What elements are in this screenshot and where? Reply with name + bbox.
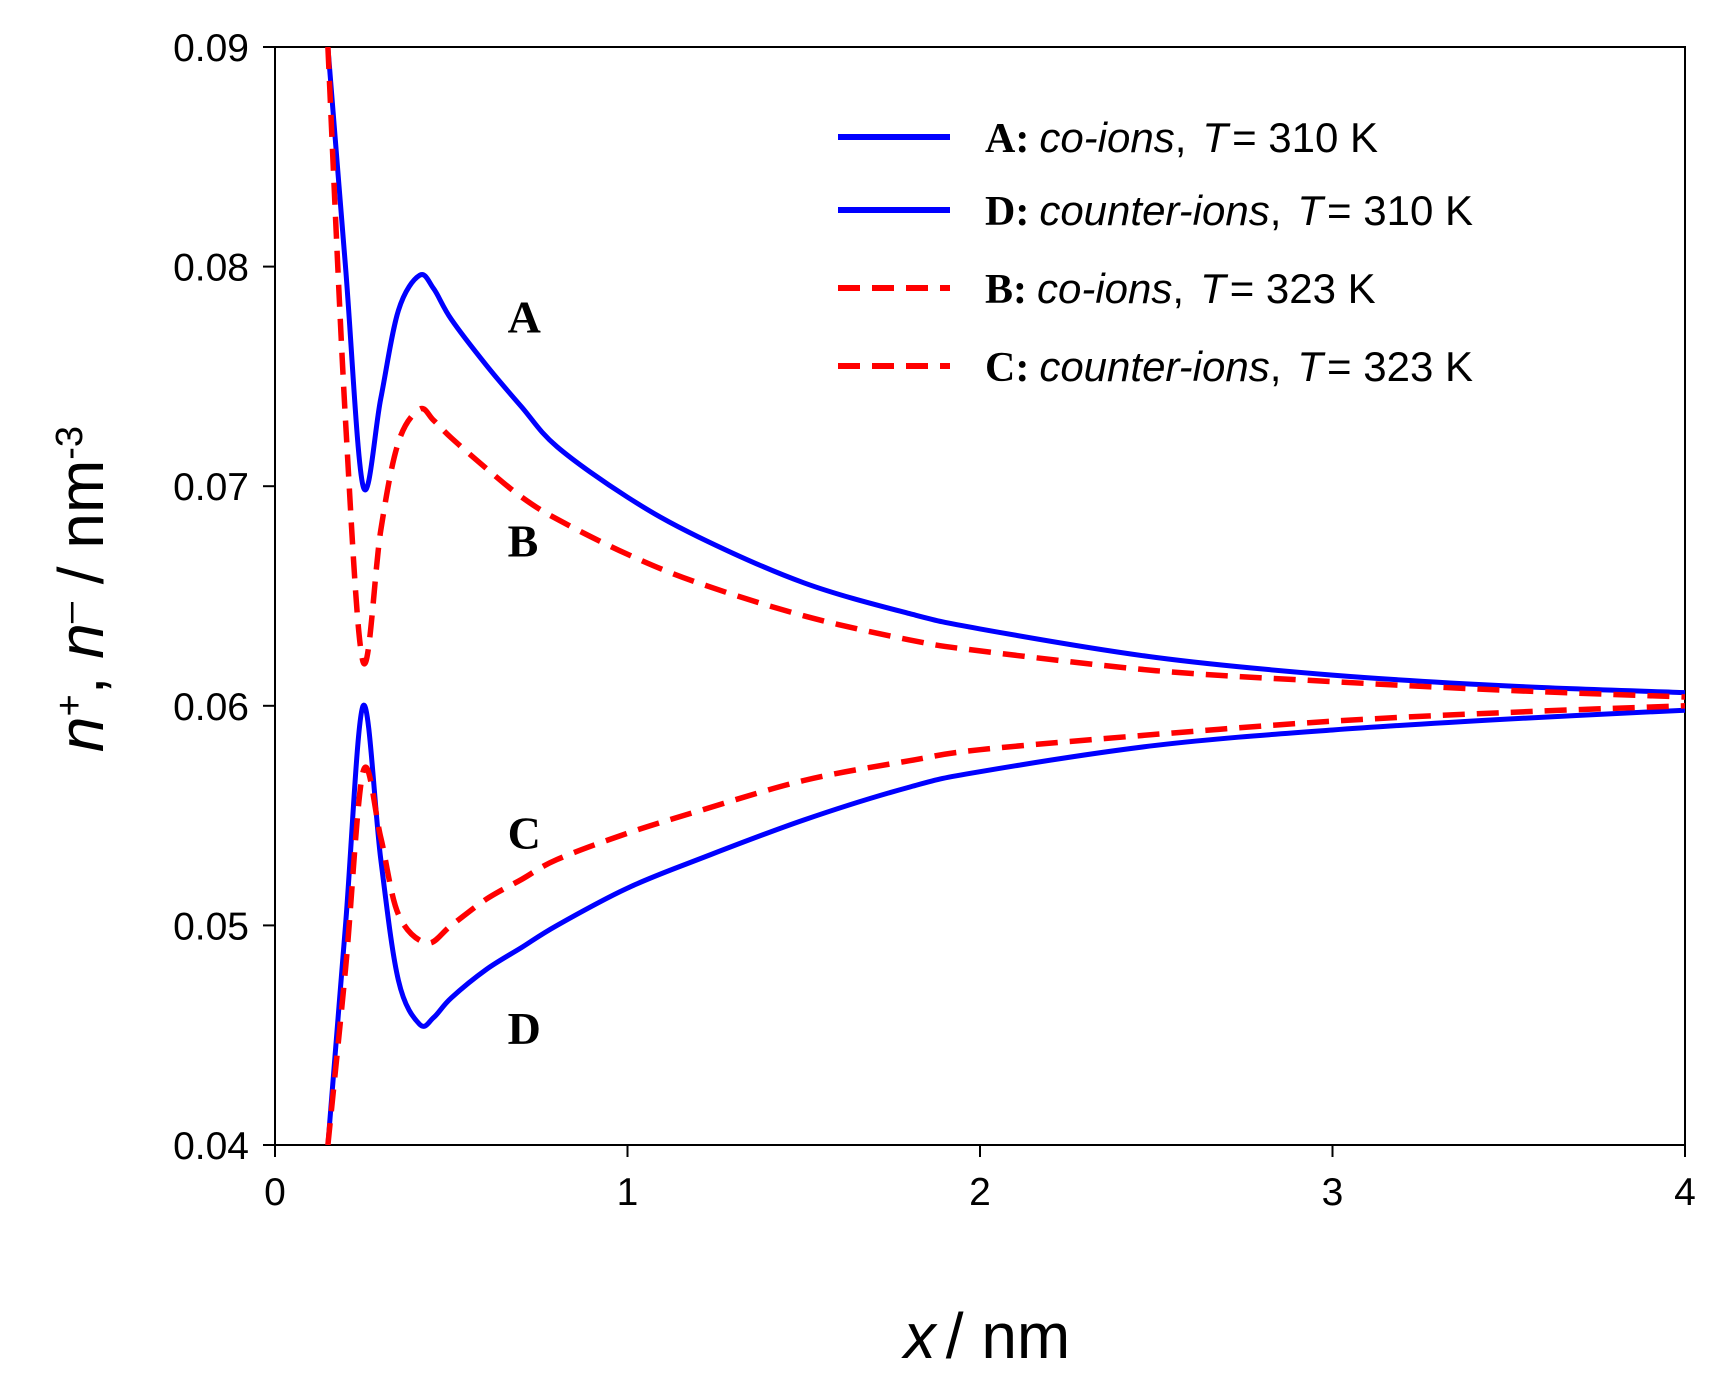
legend-kind: counter-ions: [1039, 187, 1269, 234]
legend-letter: A:: [985, 116, 1029, 162]
y-axis-exponent: -3: [49, 426, 91, 460]
x-axis-unit: / nm: [946, 1300, 1070, 1372]
x-tick-label: 2: [969, 1171, 991, 1214]
y-tick-label: 0.06: [173, 686, 249, 729]
y-axis-var1: n: [45, 716, 117, 752]
legend-temp-value: = 310 K: [1327, 187, 1473, 234]
curve-label-D: D: [508, 1003, 541, 1054]
y-tick-label: 0.05: [173, 905, 249, 948]
series-A-line: [325, 47, 1685, 696]
curve-label-C: C: [508, 808, 541, 859]
y-axis-title: n+, n– / nm-3: [45, 426, 117, 752]
legend-temp-value: = 323 K: [1230, 265, 1376, 312]
x-tick-label: 4: [1674, 1171, 1696, 1214]
x-tick-label: 1: [617, 1171, 639, 1214]
x-tick-label: 3: [1322, 1171, 1344, 1214]
y-tick-label: 0.08: [173, 247, 249, 290]
curve-label-A: A: [508, 291, 541, 342]
x-axis-variable: x: [901, 1300, 938, 1372]
y-axis-sup2: –: [49, 601, 91, 623]
legend-kind: counter-ions: [1039, 343, 1269, 390]
legend-entry-B: B: co-ions, T= 323 K: [985, 265, 1376, 313]
series-C-line: [325, 703, 1685, 1145]
legend-entry-C: C: counter-ions, T= 323 K: [985, 343, 1473, 391]
y-tick-label: 0.07: [173, 466, 249, 509]
legend-entry-A: A: co-ions, T= 310 K: [985, 114, 1378, 162]
legend-separator: ,: [1270, 343, 1282, 390]
curve-labels: A B C D: [508, 291, 541, 1054]
legend-temp-var: T: [1297, 343, 1326, 390]
ticks-layer: 0 1 2 3 4 0.04 0.05 0.06 0.07 0.08 0.09: [173, 27, 1696, 1214]
legend-letter: D:: [985, 189, 1029, 235]
legend-temp-var: T: [1202, 114, 1231, 161]
legend-kind: co-ions: [1039, 114, 1174, 161]
series-B-line: [325, 47, 1685, 700]
legend-kind: co-ions: [1037, 265, 1172, 312]
legend-temp-value: = 323 K: [1327, 343, 1473, 390]
legend-temp-var: T: [1200, 265, 1229, 312]
series-D-line: [325, 702, 1685, 1145]
legend-letter: B:: [985, 267, 1027, 313]
y-axis-sep: ,: [45, 659, 117, 695]
series-layer: [325, 47, 1685, 1145]
y-axis-var2: n: [45, 623, 117, 659]
legend-entry-D: D: counter-ions, T= 310 K: [985, 187, 1473, 235]
legend-separator: ,: [1172, 265, 1184, 312]
legend-temp-var: T: [1297, 187, 1326, 234]
curve-label-B: B: [508, 515, 539, 566]
legend-separator: ,: [1175, 114, 1187, 161]
x-axis-title: x / nm: [901, 1300, 1070, 1372]
y-tick-label: 0.04: [173, 1125, 249, 1168]
plot-area-border: [274, 46, 1686, 1146]
y-axis-unit: / nm: [45, 460, 117, 602]
plot-frame: [274, 46, 1686, 1146]
legend-temp-value: = 310 K: [1232, 114, 1378, 161]
legend-letter: C:: [985, 345, 1029, 391]
legend-separator: ,: [1270, 187, 1282, 234]
y-axis-sup1: +: [49, 694, 91, 716]
legend: A: co-ions, T= 310 KD: counter-ions, T= 310 …: [838, 114, 1473, 391]
x-tick-label: 0: [264, 1171, 286, 1214]
y-tick-label: 0.09: [173, 27, 249, 70]
